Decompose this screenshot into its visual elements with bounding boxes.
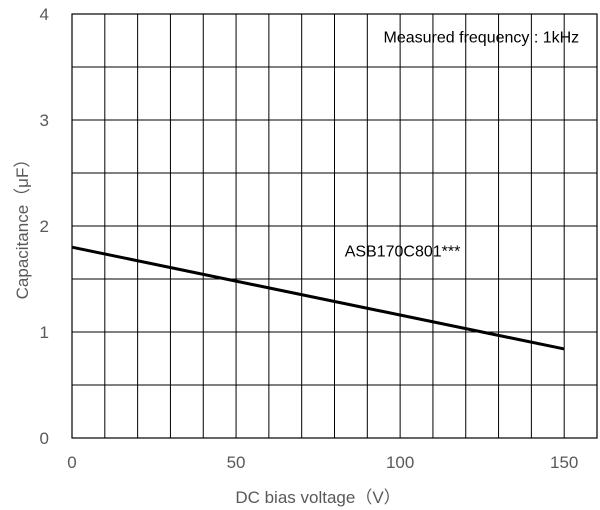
y-axis-title: Capacitance（μF） (13, 151, 32, 300)
x-axis-title: DC bias voltage（V） (235, 488, 400, 507)
x-tick-label: 150 (550, 453, 578, 472)
grid (72, 14, 597, 438)
y-tick-label: 1 (40, 323, 49, 342)
x-tick-label: 100 (386, 453, 414, 472)
plot-frame (71, 13, 598, 439)
y-tick-label: 3 (40, 111, 49, 130)
x-tick-labels: 0 50 100 150 (67, 453, 578, 472)
y-tick-label: 4 (40, 5, 49, 24)
series-label: ASB170C801*** (345, 244, 461, 261)
x-tick-label: 0 (67, 453, 76, 472)
annotations: Measured frequency : 1kHz ASB170C801*** (345, 30, 579, 261)
x-tick-label: 50 (227, 453, 246, 472)
series-line (71, 245, 565, 351)
measured-frequency-note: Measured frequency : 1kHz (384, 30, 580, 47)
y-tick-label: 2 (40, 217, 49, 236)
series-layer (71, 245, 565, 351)
y-tick-label: 0 (40, 429, 49, 448)
plot-area-border (71, 13, 598, 439)
y-tick-labels: 0 1 2 3 4 (40, 5, 49, 448)
